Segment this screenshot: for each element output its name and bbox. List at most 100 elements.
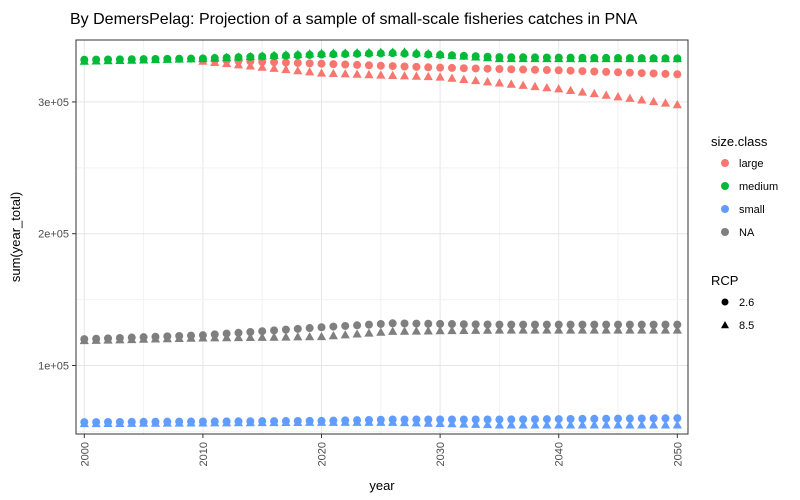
x-axis-label: year (369, 478, 395, 493)
data-point (542, 420, 552, 429)
data-point (305, 332, 315, 341)
data-point (494, 325, 505, 334)
data-point (352, 48, 362, 57)
data-point (364, 417, 374, 426)
legend-key-rcp-2-6 (721, 298, 729, 306)
data-point (625, 325, 635, 334)
data-point (601, 53, 611, 63)
x-tick-label: 2000 (79, 442, 91, 466)
data-point (459, 74, 469, 83)
data-point (566, 320, 575, 329)
series-medium-rcp-8-5 (79, 47, 682, 65)
data-point (554, 53, 564, 63)
data-point (447, 50, 457, 59)
data-point (589, 325, 599, 334)
data-point (495, 320, 504, 329)
data-point (328, 331, 338, 340)
data-point (661, 69, 670, 78)
data-point (115, 418, 125, 427)
data-point (245, 417, 255, 427)
data-point (625, 93, 635, 102)
data-point (127, 334, 137, 344)
data-point (317, 323, 326, 332)
data-point (471, 52, 481, 61)
data-point (364, 320, 373, 329)
x-tick-label: 2050 (672, 442, 684, 466)
data-point (400, 62, 409, 71)
data-point (376, 47, 386, 56)
data-point (494, 78, 505, 87)
data-point (566, 414, 575, 423)
data-point (542, 320, 551, 329)
data-point (542, 82, 552, 92)
data-point (150, 418, 161, 427)
data-point (637, 53, 647, 63)
data-point (376, 70, 386, 79)
data-point (424, 63, 433, 72)
data-point (447, 63, 456, 72)
data-point (388, 70, 398, 79)
data-point (602, 320, 611, 329)
data-point (103, 418, 113, 428)
data-point (281, 332, 291, 341)
data-point (376, 61, 385, 70)
data-point (423, 48, 433, 58)
data-point (518, 420, 528, 429)
series-na-rcp-8-5 (79, 325, 682, 345)
data-point (115, 335, 125, 344)
data-point (637, 320, 646, 329)
data-point (565, 85, 576, 95)
data-point (530, 53, 540, 63)
data-point (293, 65, 303, 75)
data-point (519, 415, 528, 424)
data-point (162, 54, 172, 63)
data-point (222, 418, 232, 427)
data-point (482, 77, 493, 86)
data-point (613, 420, 623, 429)
plot-panel (76, 40, 688, 434)
data-point (589, 88, 599, 98)
data-point (614, 68, 623, 77)
chart-title: By DemersPelag: Projection of a sample o… (70, 11, 638, 28)
data-point (186, 54, 196, 63)
data-point (613, 92, 623, 101)
data-point (411, 326, 421, 335)
data-point (577, 420, 588, 429)
data-point (79, 56, 89, 65)
data-point (79, 418, 89, 428)
data-point (91, 335, 101, 344)
data-point (660, 98, 671, 107)
data-point (329, 60, 338, 69)
data-point (364, 47, 374, 57)
data-point (257, 51, 267, 60)
data-point (519, 65, 528, 74)
data-point (447, 320, 456, 329)
data-point (245, 51, 255, 61)
data-point (174, 333, 184, 343)
data-point (649, 320, 658, 329)
data-point (103, 335, 113, 344)
data-point (305, 49, 315, 58)
data-point (602, 414, 611, 423)
data-point (590, 414, 599, 423)
data-point (435, 49, 445, 59)
data-point (554, 84, 564, 93)
data-point (518, 80, 528, 89)
data-point (614, 320, 623, 329)
data-point (649, 69, 658, 78)
data-point (364, 69, 374, 79)
data-point (316, 48, 327, 57)
data-point (649, 325, 659, 334)
data-point (198, 418, 208, 427)
data-point (483, 64, 492, 73)
data-point (519, 320, 528, 329)
series-small-rcp-8-5 (79, 417, 682, 429)
data-point (186, 418, 196, 427)
data-point (423, 418, 433, 427)
data-point (482, 53, 493, 62)
data-point (578, 320, 587, 329)
data-point (459, 325, 469, 335)
data-point (340, 330, 350, 339)
